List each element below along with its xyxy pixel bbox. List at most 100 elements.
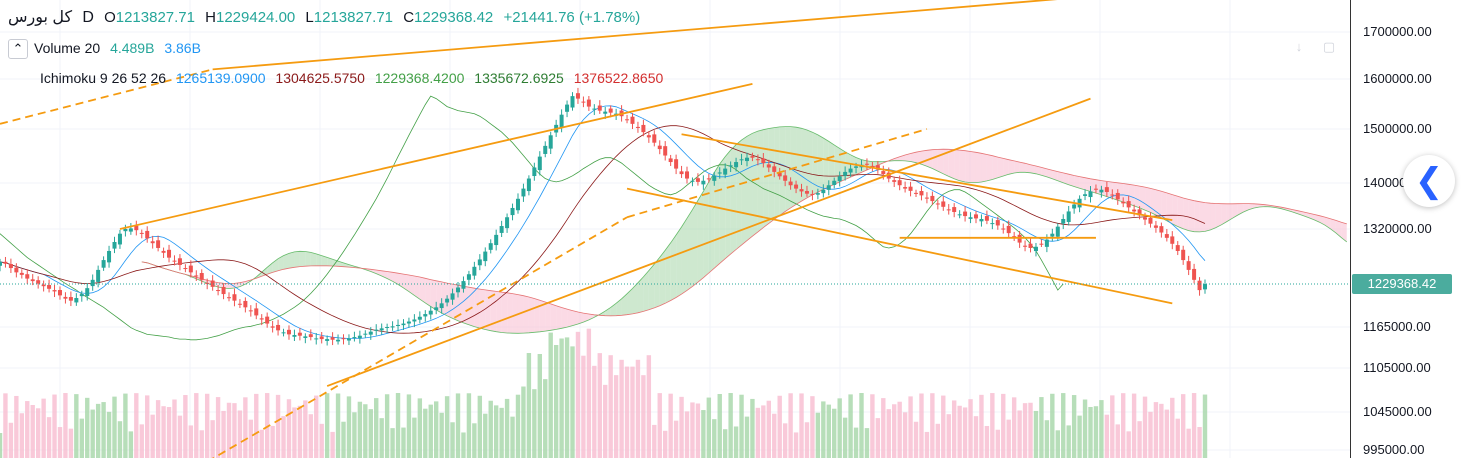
- volume-bar: [466, 393, 472, 458]
- cloud-segment: [283, 253, 289, 270]
- volume-bar: [930, 393, 935, 458]
- volume-bar: [515, 394, 521, 458]
- candle-body: [341, 338, 346, 340]
- candle-body: [772, 166, 777, 172]
- candle-body: [396, 324, 401, 326]
- cloud-segment: [539, 300, 546, 332]
- candle-body: [532, 167, 537, 177]
- price-chart[interactable]: [0, 0, 1350, 458]
- cloud-segment: [408, 275, 415, 296]
- timeframe[interactable]: D: [82, 9, 94, 26]
- volume-bar: [248, 419, 254, 458]
- volume-bar: [297, 405, 303, 458]
- candle-body: [336, 339, 341, 342]
- candle-body: [379, 328, 384, 331]
- download-icon[interactable]: ↓: [1295, 39, 1303, 54]
- volume-bar: [1066, 425, 1071, 458]
- volume-bar: [690, 402, 695, 458]
- volume-bar: [755, 407, 761, 458]
- cloud-segment: [954, 149, 960, 181]
- candle-body: [1192, 268, 1197, 280]
- open-key: O: [104, 9, 116, 26]
- candle-body: [57, 290, 62, 296]
- chevron-down-icon[interactable]: ⌃: [8, 39, 28, 59]
- cloud-segment: [507, 292, 513, 334]
- volume-bar: [772, 413, 777, 458]
- volume-bar: [1099, 400, 1104, 458]
- volume-bar: [826, 404, 831, 458]
- candle-body: [521, 188, 526, 197]
- candle-body: [434, 307, 439, 311]
- candle-body: [194, 275, 199, 277]
- volume-bar: [1110, 395, 1115, 458]
- volume-bar: [684, 411, 690, 458]
- volume-label[interactable]: Volume 20: [34, 39, 101, 56]
- candle-body: [314, 338, 319, 340]
- cloud-segment: [1215, 203, 1222, 228]
- volume-bar: [1197, 427, 1202, 458]
- cloud-segment: [621, 293, 628, 316]
- volume-bar: [766, 400, 772, 458]
- volume-bar: [842, 417, 848, 458]
- cloud-segment: [850, 154, 857, 178]
- cloud-segment: [376, 270, 382, 276]
- volume-bar: [559, 338, 564, 458]
- candle-body: [428, 310, 433, 315]
- candle-body: [794, 184, 799, 189]
- volume-bar: [74, 394, 79, 458]
- grid-lines: [0, 0, 1350, 458]
- cloud-segment: [490, 290, 497, 332]
- candle-body: [368, 331, 373, 335]
- candle-body: [439, 303, 444, 309]
- volume-bar: [390, 428, 395, 458]
- chevron-left-icon[interactable]: ❮: [1403, 155, 1455, 207]
- ichimoku-tenkan-value: 1265139.0900: [175, 70, 266, 86]
- candle-body: [406, 321, 411, 324]
- volume-bar: [166, 407, 172, 458]
- cloud-segment: [1085, 177, 1091, 192]
- cloud-segment: [1232, 203, 1238, 219]
- cloud-segment: [828, 141, 835, 187]
- volume-bar: [864, 428, 870, 458]
- cloud-segment: [1101, 180, 1107, 197]
- cloud-segment: [512, 293, 518, 334]
- candle-body: [8, 264, 13, 269]
- candle-body: [1093, 188, 1098, 190]
- price-axis[interactable]: 1700000.00 1600000.00 1500000.00 1400000.00…: [1350, 0, 1464, 458]
- cloud-segment: [1035, 166, 1042, 176]
- candle-body: [85, 288, 90, 297]
- candle-body: [216, 290, 221, 292]
- cloud-segment: [1177, 196, 1184, 229]
- candle-body: [330, 337, 335, 340]
- candle-body: [1126, 201, 1131, 208]
- candle-body: [941, 201, 946, 207]
- volume-bar: [1017, 410, 1022, 458]
- candle-body: [963, 211, 968, 217]
- candle-body: [892, 180, 897, 182]
- candle-body: [674, 159, 679, 169]
- volume-bar: [161, 406, 166, 458]
- chart-area[interactable]: کل بورس D O1213827.71 H1229424.00 L12138…: [0, 0, 1350, 458]
- volume-bar: [90, 409, 95, 458]
- candle-body: [1055, 226, 1060, 237]
- symbol-name[interactable]: کل بورس: [8, 9, 73, 26]
- volume-bar: [1050, 393, 1055, 458]
- maximize-icon[interactable]: ▢: [1322, 39, 1336, 54]
- ichimoku-label[interactable]: Ichimoku 9 26 52 26: [40, 70, 167, 86]
- cloud-segment: [681, 218, 688, 295]
- candle-body: [881, 171, 886, 175]
- cloud-segment: [583, 313, 589, 323]
- candle-body: [123, 229, 128, 232]
- trend-lines[interactable]: [0, 0, 1173, 458]
- candle-body: [276, 324, 281, 331]
- candle-body: [723, 168, 728, 175]
- volume-bar: [319, 423, 324, 458]
- cloud-segment: [943, 149, 949, 177]
- volume-bar: [1175, 418, 1180, 458]
- cloud-segment: [1166, 192, 1173, 224]
- cloud-segment: [605, 307, 611, 316]
- cloud-segment: [305, 251, 311, 267]
- cloud-segment: [703, 181, 709, 278]
- volume-bar: [52, 394, 57, 458]
- volume-bar: [188, 425, 194, 458]
